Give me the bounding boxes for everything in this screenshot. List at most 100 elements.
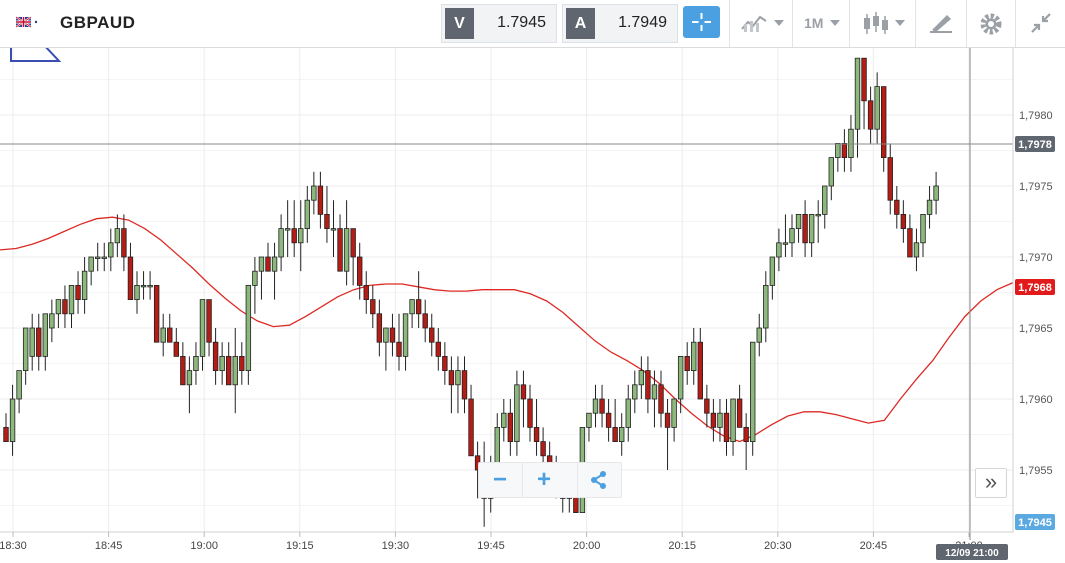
draw-tools-button[interactable] (915, 0, 966, 47)
candle (62, 285, 68, 328)
candle (284, 200, 291, 257)
y-tick-label: 1,7955 (1019, 465, 1053, 477)
candle-body (913, 242, 920, 258)
candle (736, 384, 743, 428)
x-tick-label: 19:00 (190, 540, 218, 552)
candle (920, 213, 926, 257)
sell-price-box[interactable]: V 1.7945 (441, 4, 557, 43)
candle (95, 242, 101, 272)
candle-body (265, 256, 271, 272)
share-icon (591, 471, 606, 489)
candle (861, 57, 867, 130)
pencil-ruler-icon (930, 15, 952, 33)
candle (258, 256, 265, 300)
candle-body (239, 355, 245, 371)
candle (153, 284, 160, 343)
candle (75, 271, 81, 314)
candle (769, 256, 776, 300)
candle-body (49, 313, 55, 329)
candle-body (625, 398, 631, 428)
candle-body (822, 185, 828, 215)
y-tick-label: 1,7975 (1019, 181, 1053, 193)
candle-body (278, 228, 284, 258)
candle (743, 413, 749, 470)
candle-body (887, 157, 893, 201)
candle (383, 327, 389, 371)
candle (619, 413, 625, 456)
candle-body (376, 313, 383, 343)
candle-body (232, 355, 238, 386)
settings-button[interactable] (966, 0, 1015, 47)
sell-price: 1.7945 (497, 14, 546, 31)
candle-body (212, 341, 219, 372)
candle-body (68, 284, 75, 315)
zoom-controls: − + (478, 462, 622, 498)
candle (468, 384, 474, 457)
candle-body (311, 185, 317, 201)
candle (828, 157, 834, 201)
candle-body (808, 213, 815, 244)
candle-body (599, 398, 605, 414)
candle-body (743, 426, 749, 442)
candle-body (658, 384, 664, 414)
chevron-down-icon (830, 20, 840, 26)
crosshair-button[interactable] (683, 6, 720, 38)
candle (704, 384, 710, 428)
candle (3, 413, 9, 442)
candle-body (612, 426, 618, 442)
candle (193, 342, 199, 385)
candle-body (219, 355, 225, 371)
candle (317, 171, 324, 229)
candle (36, 313, 42, 371)
zoom-in-button[interactable]: + (522, 463, 565, 497)
candle (697, 328, 703, 400)
candle-body (468, 398, 474, 457)
candle (822, 185, 828, 229)
candle-body (763, 284, 769, 329)
candle-body (723, 412, 730, 443)
candle-body (455, 370, 461, 386)
candle-body (861, 57, 867, 102)
candle (422, 299, 428, 343)
crosshair-icon (692, 13, 711, 31)
candle (429, 313, 435, 357)
candle-body (867, 100, 874, 130)
candle (167, 313, 173, 343)
zoom-out-button[interactable]: − (492, 466, 507, 493)
candle (651, 370, 658, 428)
candle (520, 370, 527, 428)
candle-body (605, 412, 612, 428)
x-tick-label: 19:15 (286, 540, 314, 552)
indicators-button[interactable] (729, 0, 792, 47)
collapse-button[interactable] (1015, 0, 1065, 47)
candle-body (442, 355, 448, 371)
candle (913, 228, 920, 272)
candle-body (62, 299, 68, 315)
candle (527, 384, 533, 442)
candle (206, 299, 212, 357)
candle-body (16, 370, 22, 400)
x-tick-label: 20:30 (764, 540, 792, 552)
candle-body (586, 412, 592, 428)
crosshair-time-text: 12/09 21:00 (945, 548, 999, 559)
candle-body (592, 398, 599, 414)
candle-body (789, 228, 795, 244)
candle-body (225, 355, 232, 386)
candle-body (291, 228, 297, 244)
candle-body (671, 398, 677, 428)
candle (638, 356, 645, 399)
candle (55, 299, 62, 328)
candle (501, 399, 507, 442)
x-tick-label: 19:30 (382, 540, 410, 552)
candle (756, 313, 762, 357)
candle (448, 356, 455, 414)
candle-body (429, 327, 435, 343)
candle-body (422, 313, 428, 329)
candle-body (409, 299, 415, 315)
buy-price-box[interactable]: A 1.7949 (562, 4, 678, 43)
share-button[interactable] (577, 463, 620, 497)
scroll-to-latest-button[interactable]: » (975, 468, 1007, 498)
bid-price-text: 1,7945 (1018, 517, 1052, 529)
timeframe-select[interactable]: 1M (792, 0, 849, 47)
chart-type-select[interactable] (849, 0, 915, 47)
